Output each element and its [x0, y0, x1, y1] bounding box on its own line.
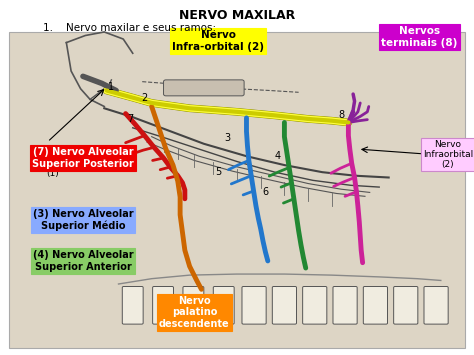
Text: (7) Nervo Alveolar
Superior Posterior: (7) Nervo Alveolar Superior Posterior — [32, 147, 134, 169]
Text: 8: 8 — [338, 110, 344, 120]
FancyBboxPatch shape — [242, 286, 266, 324]
FancyBboxPatch shape — [9, 32, 465, 348]
FancyBboxPatch shape — [164, 80, 244, 96]
Text: Nervo
maxilar
(1): Nervo maxilar (1) — [36, 148, 70, 178]
FancyBboxPatch shape — [122, 286, 143, 324]
FancyBboxPatch shape — [363, 286, 388, 324]
FancyBboxPatch shape — [424, 286, 448, 324]
Text: (4) Nervo Alveolar
Superior Anterior: (4) Nervo Alveolar Superior Anterior — [33, 250, 133, 272]
Text: 1.    Nervo maxilar e seus ramos:: 1. Nervo maxilar e seus ramos: — [43, 23, 216, 33]
Text: 3: 3 — [225, 133, 230, 143]
Text: Nervo
Infra-orbital (2): Nervo Infra-orbital (2) — [172, 30, 264, 51]
FancyBboxPatch shape — [303, 286, 327, 324]
Text: NERVO MAXILAR: NERVO MAXILAR — [179, 9, 295, 22]
FancyBboxPatch shape — [272, 286, 297, 324]
Text: 4: 4 — [274, 151, 280, 161]
Text: 7: 7 — [127, 114, 134, 124]
FancyBboxPatch shape — [153, 286, 173, 324]
FancyBboxPatch shape — [213, 286, 234, 324]
Text: Nervos
terminais (8): Nervos terminais (8) — [381, 27, 458, 48]
Text: Nervo
Infraorbital
(2): Nervo Infraorbital (2) — [423, 140, 473, 169]
Text: 1: 1 — [109, 82, 114, 92]
Text: 5: 5 — [215, 167, 221, 177]
FancyBboxPatch shape — [393, 286, 418, 324]
Text: 2: 2 — [141, 93, 148, 103]
FancyBboxPatch shape — [183, 286, 204, 324]
Text: Nervo
palatino
descendente: Nervo palatino descendente — [159, 296, 229, 329]
FancyBboxPatch shape — [333, 286, 357, 324]
Text: 6: 6 — [263, 187, 268, 197]
Text: (3) Nervo Alveolar
Superior Médio: (3) Nervo Alveolar Superior Médio — [33, 209, 133, 231]
